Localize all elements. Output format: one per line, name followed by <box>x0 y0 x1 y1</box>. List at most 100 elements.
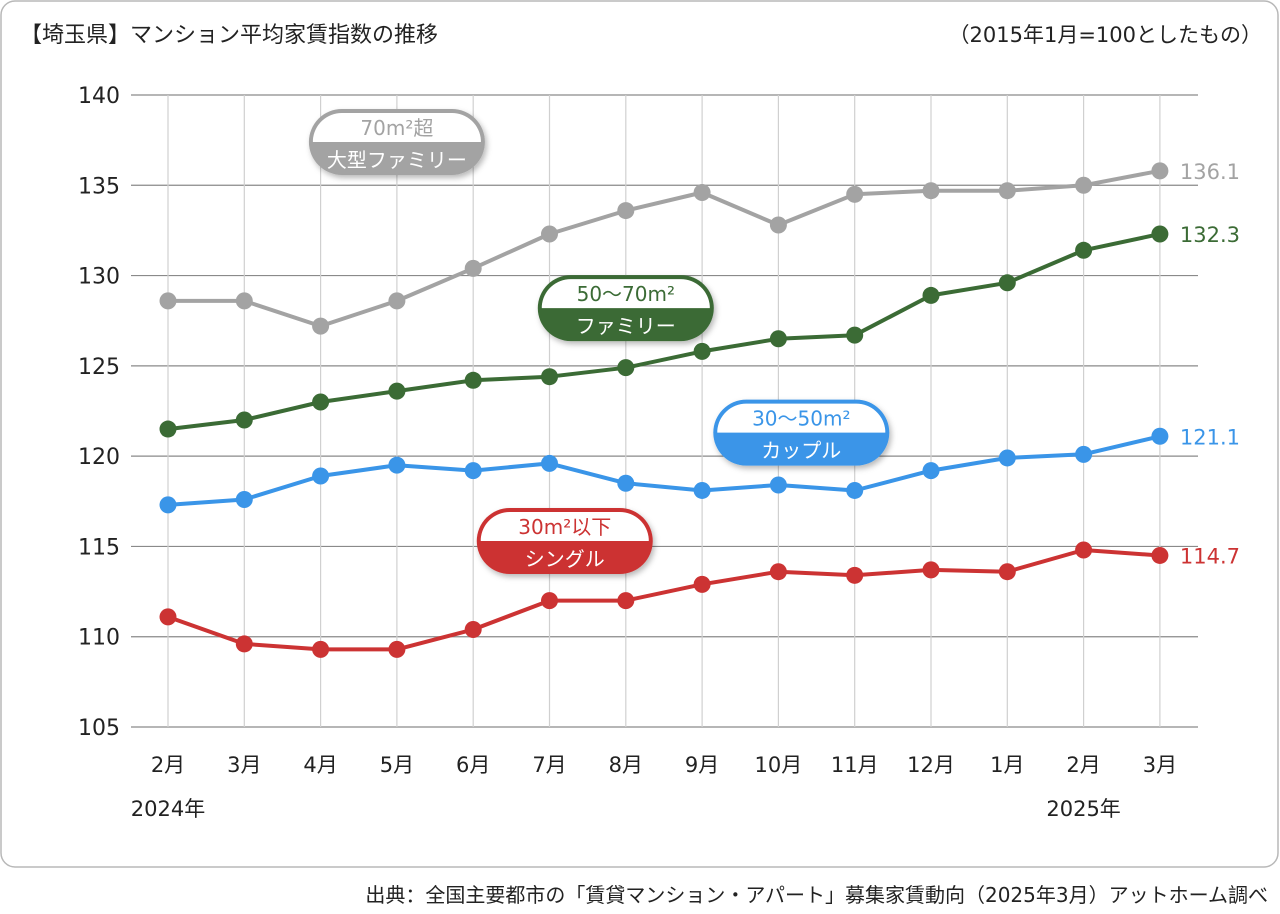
series-badge <box>713 399 890 466</box>
y-tick-label: 140 <box>78 84 120 109</box>
badge-top-half <box>717 403 886 433</box>
badge-top-half <box>312 112 481 142</box>
end-value-label: 136.1 <box>1180 160 1240 184</box>
year-label: 2024年 <box>131 797 205 821</box>
x-tick-label: 2月 <box>1066 753 1100 777</box>
data-point <box>617 202 635 220</box>
chart-title: 【埼玉県】マンション平均家賃指数の推移 <box>20 23 438 48</box>
data-point <box>1151 546 1169 564</box>
data-point <box>541 592 558 610</box>
data-point <box>464 371 482 389</box>
x-tick-label: 8月 <box>609 753 643 777</box>
data-point <box>998 449 1016 467</box>
data-point <box>1075 176 1093 194</box>
badge-top-label: 30m²以下 <box>518 515 611 539</box>
data-point <box>693 342 711 360</box>
data-point <box>312 393 330 411</box>
x-tick-label: 5月 <box>380 753 414 777</box>
x-tick-label: 2月 <box>151 753 185 777</box>
data-point <box>617 592 635 610</box>
series-シングル: 114.7 <box>159 541 1240 658</box>
x-tick-label: 9月 <box>685 753 719 777</box>
data-point <box>464 620 482 638</box>
data-point <box>769 476 787 494</box>
data-point <box>693 575 711 593</box>
data-point <box>235 411 253 429</box>
data-point <box>159 420 177 438</box>
end-value-label: 121.1 <box>1180 425 1240 449</box>
data-point <box>464 462 482 480</box>
x-tick-label: 12月 <box>907 753 955 777</box>
data-point <box>769 216 787 234</box>
y-tick-label: 115 <box>78 535 120 560</box>
data-point <box>159 292 177 310</box>
y-tick-label: 130 <box>78 265 120 290</box>
y-tick-label: 135 <box>78 174 120 199</box>
source-note: 出典：全国主要都市の「賃貸マンション・アパート」募集家賃動向（2025年3月）ア… <box>365 883 1268 907</box>
data-point <box>998 274 1016 292</box>
badge-bottom-label: ファミリー <box>576 314 676 338</box>
data-point <box>846 185 864 203</box>
data-point <box>998 563 1016 581</box>
x-axis-tick-labels: 2月 3月 4月 5月 6月 7月 8月 9月 10月 11月 12月 1月 2月 3月 <box>151 753 1177 777</box>
data-point <box>159 496 177 514</box>
data-point <box>388 382 406 400</box>
data-point <box>846 481 864 499</box>
x-tick-label: 6月 <box>456 753 490 777</box>
data-point <box>235 635 253 653</box>
data-point <box>922 182 940 200</box>
data-point <box>541 454 558 472</box>
chart-subtitle: （2015年1月=100としたもの） <box>949 23 1262 47</box>
series-大型ファミリー: 136.1 <box>159 160 1240 335</box>
data-point <box>235 292 253 310</box>
data-point <box>388 640 406 658</box>
data-point <box>388 292 406 310</box>
data-point <box>769 563 787 581</box>
data-point <box>1151 427 1169 445</box>
chart-panel <box>0 0 1279 868</box>
series-badge <box>308 108 485 175</box>
series-badge <box>476 508 653 575</box>
data-point <box>693 184 711 202</box>
badge-bottom-label: シングル <box>525 547 605 571</box>
x-tick-label: 3月 <box>227 753 261 777</box>
year-labels: 2024年 2025年 <box>131 797 1121 821</box>
x-tick-label: 4月 <box>303 753 337 777</box>
data-point <box>541 225 558 243</box>
data-point <box>693 481 711 499</box>
data-point <box>617 359 635 377</box>
data-point <box>1151 162 1169 180</box>
y-axis-tick-labels: 105 110 115 120 125 130 135 140 <box>78 84 120 741</box>
y-tick-label: 110 <box>78 626 120 651</box>
data-point <box>846 566 864 584</box>
series-badge <box>537 275 714 342</box>
end-value-label: 132.3 <box>1180 223 1240 247</box>
data-point <box>312 640 330 658</box>
data-point <box>388 456 406 474</box>
year-label: 2025年 <box>1046 797 1120 821</box>
series-ファミリー: 132.3 <box>159 223 1240 438</box>
series-lines: 136.1 132.3 121.1 114.7 <box>159 160 1240 658</box>
data-point <box>235 490 253 508</box>
data-point <box>312 317 330 335</box>
x-tick-label: 1月 <box>990 753 1024 777</box>
data-point <box>922 561 940 579</box>
badge-bottom-label: カップル <box>761 439 841 463</box>
badge-top-label: 50〜70m² <box>577 282 675 306</box>
y-tick-label: 125 <box>78 355 120 380</box>
data-point <box>846 326 864 344</box>
badge-top-half <box>480 512 649 542</box>
y-tick-label: 105 <box>78 716 120 741</box>
data-point <box>1075 241 1093 259</box>
data-point <box>541 368 558 386</box>
data-point <box>464 259 482 277</box>
y-tick-label: 120 <box>78 445 120 470</box>
x-tick-label: 10月 <box>755 753 803 777</box>
series-line <box>167 232 1161 432</box>
series-カップル: 121.1 <box>159 425 1240 514</box>
data-point <box>1075 541 1093 559</box>
end-value-label: 114.7 <box>1180 544 1240 568</box>
badge-top-label: 70m²超 <box>360 116 433 140</box>
data-point <box>1075 445 1093 463</box>
